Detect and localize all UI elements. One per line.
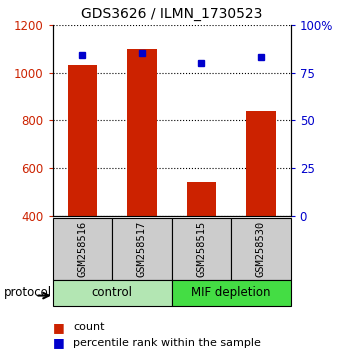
Text: protocol: protocol xyxy=(3,286,52,299)
FancyBboxPatch shape xyxy=(53,218,112,280)
Text: percentile rank within the sample: percentile rank within the sample xyxy=(73,338,261,348)
FancyBboxPatch shape xyxy=(231,218,291,280)
Bar xyxy=(246,111,276,216)
Text: MIF depletion: MIF depletion xyxy=(191,286,271,299)
Text: GSM258515: GSM258515 xyxy=(197,221,206,277)
Text: control: control xyxy=(92,286,133,299)
Text: ■: ■ xyxy=(53,336,65,349)
Bar xyxy=(68,65,97,216)
FancyBboxPatch shape xyxy=(112,218,172,280)
Text: GSM258516: GSM258516 xyxy=(78,221,87,277)
Text: count: count xyxy=(73,322,105,332)
FancyBboxPatch shape xyxy=(172,218,231,280)
Title: GDS3626 / ILMN_1730523: GDS3626 / ILMN_1730523 xyxy=(81,7,262,21)
Text: GSM258530: GSM258530 xyxy=(256,221,266,277)
Bar xyxy=(127,48,157,216)
Text: GSM258517: GSM258517 xyxy=(137,221,147,277)
FancyBboxPatch shape xyxy=(53,280,172,306)
Bar xyxy=(187,183,216,216)
FancyBboxPatch shape xyxy=(172,280,291,306)
Text: ■: ■ xyxy=(53,321,65,334)
